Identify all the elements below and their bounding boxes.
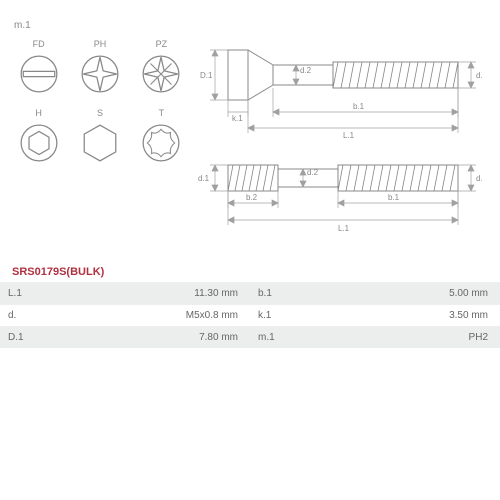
drive-ph-label: PH xyxy=(71,39,128,49)
spec-row-m1: m.1 PH2 xyxy=(250,326,500,348)
dim-d2-2: d.2 xyxy=(307,168,319,177)
spec-key: d. xyxy=(0,305,60,326)
drive-fd: FD xyxy=(10,39,67,100)
drive-t-icon xyxy=(140,122,182,164)
drive-ph-icon xyxy=(79,53,121,95)
spec-key: L.1 xyxy=(0,283,60,304)
drive-h-icon xyxy=(18,122,60,164)
spec-key: k.1 xyxy=(250,305,310,326)
technical-drawings: D.1 d.2 d. k.1 b.1 L.1 xyxy=(190,20,490,250)
part-number: SRS0179S(BULK) xyxy=(0,260,500,282)
drive-h: H xyxy=(10,108,67,169)
drive-h-label: H xyxy=(10,108,67,118)
drive-pz-icon xyxy=(140,53,182,95)
drive-t: T xyxy=(133,108,190,169)
spec-key: D.1 xyxy=(0,327,60,348)
specs-table: L.1 11.30 mm d. M5x0.8 mm D.1 7.80 mm b.… xyxy=(0,282,500,348)
spec-key: b.1 xyxy=(250,283,310,304)
drive-t-label: T xyxy=(133,108,190,118)
dim-k1: k.1 xyxy=(232,114,243,123)
drive-s: S xyxy=(71,108,128,169)
spec-row-d: d. M5x0.8 mm xyxy=(0,304,250,326)
drive-ph: PH xyxy=(71,39,128,100)
dim-d2-1: d.2 xyxy=(300,66,312,75)
spec-val: 5.00 mm xyxy=(310,283,500,304)
drive-pz: PZ xyxy=(133,39,190,100)
drive-s-icon xyxy=(79,122,121,164)
spec-row-L1: L.1 11.30 mm xyxy=(0,282,250,304)
dim-d1: d.1 xyxy=(198,174,210,183)
spec-row-k1: k.1 3.50 mm xyxy=(250,304,500,326)
dim-d-1: d. xyxy=(476,71,483,80)
spec-row-b1: b.1 5.00 mm xyxy=(250,282,500,304)
dim-L1-1: L.1 xyxy=(343,131,355,140)
drive-pz-label: PZ xyxy=(133,39,190,49)
dim-b1-2: b.1 xyxy=(388,193,400,202)
dim-b1-1: b.1 xyxy=(353,102,365,111)
dim-d-2: d. xyxy=(476,174,483,183)
drive-s-label: S xyxy=(71,108,128,118)
drive-types-panel: m.1 FD PH PZ xyxy=(10,20,190,250)
spec-val: 7.80 mm xyxy=(60,327,250,348)
spec-row-D1: D.1 7.80 mm xyxy=(0,326,250,348)
dim-L1-2: L.1 xyxy=(338,224,350,233)
spec-key: m.1 xyxy=(250,327,310,348)
spec-val: 3.50 mm xyxy=(310,305,500,326)
drives-section-label: m.1 xyxy=(14,20,190,31)
dim-D1: D.1 xyxy=(200,71,213,80)
spec-val: 11.30 mm xyxy=(60,283,250,304)
screw-diagram-2: d.1 d.2 d. b.2 b.1 L.1 xyxy=(198,145,488,245)
dim-b2: b.2 xyxy=(246,193,258,202)
drive-fd-label: FD xyxy=(10,39,67,49)
spec-val: PH2 xyxy=(310,327,500,348)
drive-fd-icon xyxy=(18,53,60,95)
spec-val: M5x0.8 mm xyxy=(60,305,250,326)
screw-diagram-1: D.1 d.2 d. k.1 b.1 L.1 xyxy=(198,20,488,140)
